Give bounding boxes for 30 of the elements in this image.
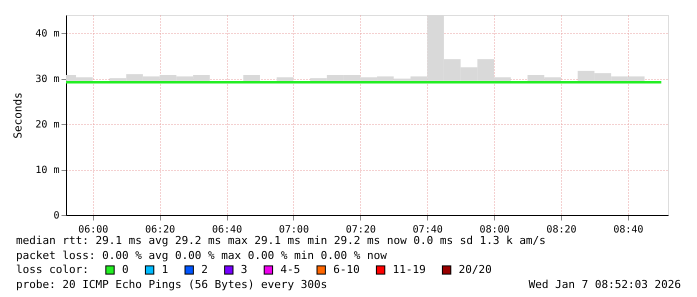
text: 3: [240, 263, 248, 276]
text: 0: [122, 263, 129, 276]
x-tick-label: 06:40: [212, 224, 242, 236]
text: median rtt: 29.1 ms avg 29.2 ms max 29.1 ms min 29.2 ms now 0.0 ms sd 1.3 k am/s: [16, 234, 546, 247]
y-tick-label: 10 m: [35, 165, 60, 176]
text: 2: [201, 263, 208, 276]
x-tick-label: 07:00: [278, 224, 309, 236]
x-tick-label: 07:20: [346, 224, 376, 236]
x-tick-label: 06:00: [78, 224, 108, 236]
text: Wed Jan 7 08:52:03 2026: [528, 278, 681, 291]
x-tick-label: 08:00: [480, 224, 510, 236]
bar: [243, 75, 260, 81]
x-tick-label: 07:40: [412, 224, 443, 236]
x-tick-label: 06:20: [145, 224, 176, 236]
text: 4-5: [280, 263, 300, 276]
y-axis-title: Seconds: [11, 92, 24, 139]
y-tick-label: 40 m: [35, 28, 60, 40]
text: 20/20: [458, 263, 492, 276]
x-tick-label: 08:20: [546, 224, 577, 236]
x-tick-label: 08:40: [613, 224, 644, 236]
y-tick-label: 20 m: [35, 120, 60, 131]
y-tick-label: 30 m: [35, 74, 60, 86]
text: 11-19: [392, 263, 426, 276]
text: 1: [162, 263, 168, 276]
text: loss color:: [16, 263, 89, 276]
text: 6-10: [333, 263, 360, 276]
y-tick-label: 0: [53, 210, 60, 222]
text: probe: 20 ICMP Echo Pings (56 Bytes) every 300s: [16, 278, 328, 291]
bar: [276, 77, 294, 81]
text: packet loss: 0.00 % avg 0.00 % max 0.00 % min 0.00 % now: [16, 249, 388, 262]
